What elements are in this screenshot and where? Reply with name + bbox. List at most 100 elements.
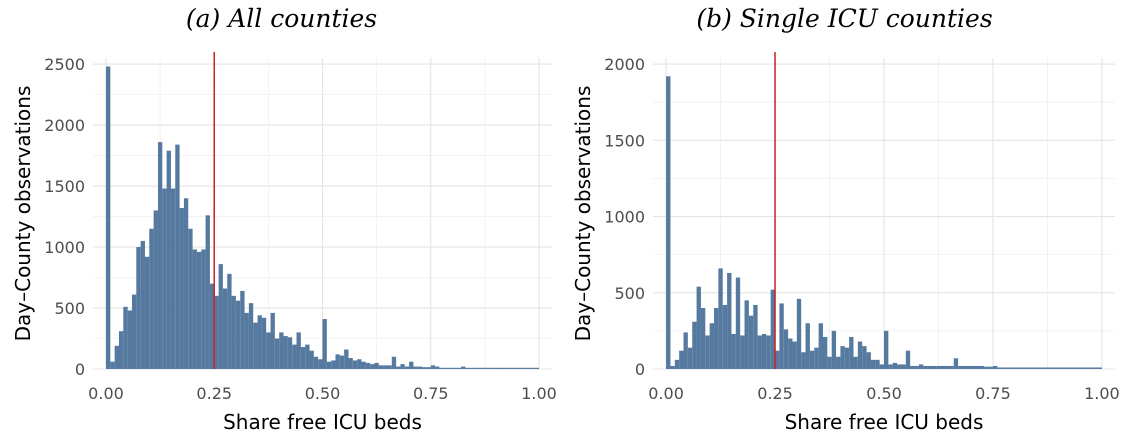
chart-title: (b) Single ICU counties	[696, 4, 993, 33]
histogram-bar	[988, 366, 993, 369]
x-tick-label: 0.00	[88, 384, 124, 403]
histogram-bar	[975, 365, 980, 369]
histogram-bar	[110, 361, 115, 369]
histogram-bar	[779, 303, 784, 369]
histogram-bar	[1062, 367, 1068, 369]
histogram-bar	[892, 362, 898, 369]
y-tick-label: 2500	[44, 55, 85, 74]
histogram-bar	[209, 283, 215, 369]
histogram-bar	[792, 341, 797, 369]
histogram-bar	[1014, 367, 1020, 369]
histogram-bar	[949, 365, 954, 369]
histogram-bar	[740, 335, 745, 369]
histogram-bar	[296, 332, 301, 369]
histogram-bar	[235, 300, 241, 369]
x-axis-label: Share free ICU beds	[785, 410, 984, 434]
chart-panel-single-icu-counties: (b) Single ICU counties 0.00 0.25 0.50 0.75…	[563, 0, 1126, 436]
histogram-bar	[279, 332, 284, 369]
histogram-bar	[365, 362, 371, 369]
histogram-bar	[261, 317, 267, 369]
histogram-bar	[801, 352, 806, 369]
histogram-bar	[1036, 367, 1041, 369]
histogram-bar	[508, 367, 514, 369]
histogram-bar	[827, 356, 832, 369]
histogram-bar	[114, 345, 119, 369]
histogram-bar	[966, 365, 972, 369]
histogram-all-counties: 0.00 0.25 0.50 0.75 1.00 0 500 1000 1500 2000 2500…	[11, 52, 557, 434]
histogram-bar	[1001, 367, 1007, 369]
y-tick-label: 1500	[604, 131, 645, 150]
histogram-bar	[923, 365, 928, 369]
histogram-bar	[370, 364, 375, 369]
histogram-bar	[844, 347, 850, 369]
histogram-bar	[435, 366, 440, 369]
histogram-bar	[500, 367, 505, 369]
histogram-bar	[879, 364, 884, 369]
histogram-bar	[348, 358, 353, 369]
histogram-bar	[775, 350, 780, 369]
histogram-bar	[344, 349, 349, 369]
histogram-bar	[513, 367, 518, 369]
histogram-bar	[170, 188, 176, 369]
histogram-bar	[430, 365, 436, 369]
histogram-bar	[1019, 367, 1024, 369]
histogram-bar	[679, 350, 684, 369]
histogram-bar	[214, 295, 219, 369]
histogram-bar	[766, 335, 771, 369]
histogram-bar	[452, 367, 457, 369]
histogram-bar	[409, 361, 414, 369]
x-tick-label: 0.75	[975, 384, 1011, 403]
histogram-bar	[857, 341, 863, 369]
histogram-bar	[474, 367, 479, 369]
histogram-bar	[526, 367, 531, 369]
histogram-bar	[1049, 367, 1054, 369]
histogram-bar	[761, 333, 767, 369]
histogram-bar	[404, 366, 410, 369]
histogram-bar	[530, 367, 535, 369]
histogram-bar	[482, 367, 488, 369]
histogram-bar	[231, 295, 236, 369]
y-tick-label: 1000	[44, 238, 85, 257]
histogram-bar	[910, 365, 915, 369]
histogram-bar	[391, 356, 397, 369]
histogram-bar	[666, 76, 671, 369]
histogram-bar	[361, 361, 366, 369]
histogram-bar	[266, 332, 271, 369]
histogram-bar	[1084, 367, 1089, 369]
histogram-bar	[718, 268, 723, 369]
histogram-bar	[175, 144, 180, 369]
histogram-bar	[962, 365, 967, 369]
histogram-bar	[722, 304, 728, 369]
histogram-bar	[318, 359, 323, 369]
histogram-bar	[696, 286, 701, 369]
histogram-bar	[131, 294, 137, 369]
histogram-bar	[495, 367, 501, 369]
histogram-bar	[448, 367, 453, 369]
histogram-bar	[979, 365, 985, 369]
x-tick-label: 1.00	[1084, 384, 1120, 403]
histogram-single-icu-counties: 0.00 0.25 0.50 0.75 1.00 0 500 1000 1500 2000 Shar…	[571, 52, 1120, 434]
histogram-bar	[240, 290, 245, 369]
histogram-bar	[1010, 367, 1015, 369]
y-tick-label: 500	[54, 299, 85, 318]
histogram-bar	[313, 356, 319, 369]
histogram-bar	[287, 337, 293, 369]
histogram-bar	[205, 215, 210, 369]
histogram-bar	[901, 364, 906, 369]
histogram-bar	[387, 365, 392, 369]
histogram-bar	[461, 366, 466, 369]
x-tick-label: 0.00	[648, 384, 684, 403]
y-tick-label: 2000	[44, 116, 85, 135]
histogram-bar	[735, 277, 741, 369]
histogram-bar	[201, 249, 206, 369]
histogram-bar	[700, 308, 706, 369]
y-tick-label: 1000	[604, 208, 645, 227]
x-tick-label: 0.75	[413, 384, 449, 403]
histogram-bar	[136, 247, 141, 369]
histogram-bar	[469, 367, 475, 369]
histogram-bar	[705, 335, 710, 369]
histogram-bar	[945, 365, 950, 369]
histogram-bar	[692, 321, 697, 369]
histogram-bar	[504, 367, 509, 369]
histogram-bar	[283, 336, 288, 369]
